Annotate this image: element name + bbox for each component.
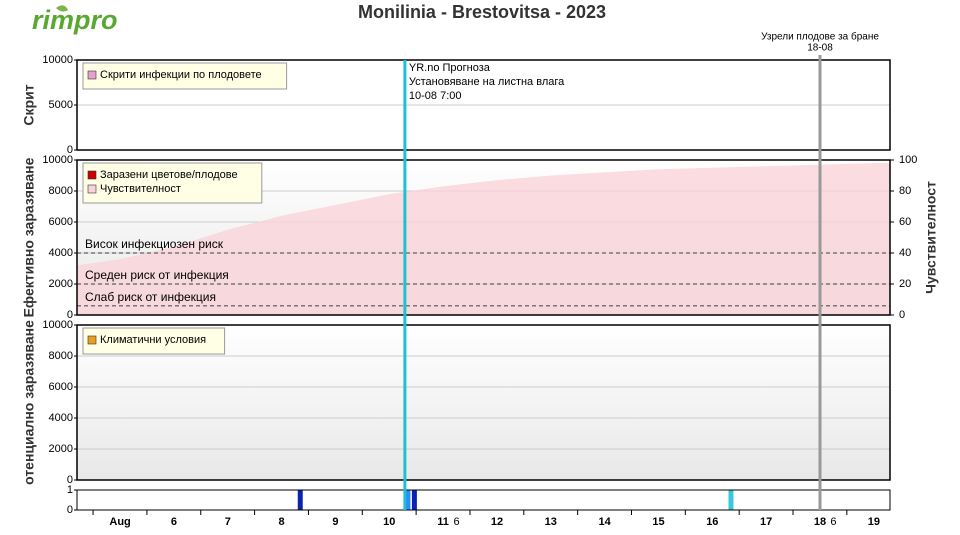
y2-tick-label: 20 (899, 278, 911, 290)
legend-swatch (87, 70, 97, 80)
y-tick-label: 0 (67, 144, 73, 156)
y2-axis-label: Чувствителност (923, 181, 939, 294)
x-tick-label: 15 (652, 516, 664, 528)
y-tick-label: 8000 (49, 185, 73, 197)
x-tick-label: 8 (279, 516, 285, 528)
y-tick-label: 4000 (49, 247, 73, 259)
legend-box (82, 62, 288, 90)
x-tick-label: 19 (868, 516, 880, 528)
y-tick-label: 2000 (49, 443, 73, 455)
y-tick-label: 6000 (49, 381, 73, 393)
legend-swatch (87, 184, 97, 194)
y-tick-label: 0 (67, 474, 73, 486)
logo: rimpro (32, 5, 118, 35)
legend-swatch (87, 335, 97, 345)
x-minor-label: 6 (454, 516, 460, 528)
y-tick-label: 0 (67, 309, 73, 321)
bar (297, 490, 303, 510)
y-tick-label: 0 (67, 504, 73, 516)
x-tick-label: 14 (599, 516, 612, 528)
y2-tick-label: 80 (899, 185, 911, 197)
y-tick-label: 5000 (49, 99, 73, 111)
y-tick-label: 10000 (42, 319, 73, 331)
y-axis-label: Ефективно заразяване (21, 157, 37, 317)
bar (405, 490, 411, 510)
y2-tick-label: 40 (899, 247, 911, 259)
x-tick-label: 10 (383, 516, 395, 528)
y2-tick-label: 0 (899, 309, 905, 321)
y-axis-label: Скрит (21, 84, 37, 125)
legend-label: Заразени цветове/плодове (100, 169, 238, 181)
x-tick-label: 13 (545, 516, 557, 528)
risk-label: Слаб риск от инфекция (85, 290, 216, 304)
y-tick-label: 2000 (49, 278, 73, 290)
y2-tick-label: 100 (899, 154, 917, 166)
y-axis-label: отенциално заразяване (21, 320, 37, 485)
x-tick-label: 9 (332, 516, 338, 528)
x-tick-label: 12 (491, 516, 503, 528)
y-tick-label: 8000 (49, 350, 73, 362)
bar (728, 490, 734, 510)
logo-leaf (56, 5, 68, 12)
marker-annotation: Установяване на листна влага (409, 76, 565, 88)
marker-annotation: 10-08 7:00 (409, 90, 462, 102)
panel-frame (76, 324, 891, 481)
x-minor-label: 6 (830, 516, 836, 528)
legend-swatch (87, 170, 97, 180)
legend-label: Климатични условия (100, 334, 206, 346)
marker-annotation: 18-08 (807, 43, 833, 54)
risk-label: Среден риск от инфекция (85, 268, 229, 282)
legend-box (82, 327, 226, 355)
y-tick-label: 4000 (49, 412, 73, 424)
y-tick-label: 10000 (42, 54, 73, 66)
x-tick-label: 18 (814, 516, 826, 528)
y-tick-label: 1 (67, 484, 73, 496)
x-tick-label: Aug (109, 516, 130, 528)
x-tick-label: 11 (437, 516, 449, 528)
panel-frame (76, 159, 891, 316)
y-tick-label: 6000 (49, 216, 73, 228)
bar (411, 490, 417, 510)
x-tick-label: 6 (171, 516, 177, 528)
sensitivity-area (77, 163, 890, 315)
chart-title: Monilinia - Brestovitsa - 2023 (358, 2, 606, 22)
marker-annotation: Узрели плодове за бране (761, 31, 879, 43)
marker-annotation: YR.no Прогноза (409, 62, 491, 74)
x-tick-label: 7 (225, 516, 231, 528)
panel-frame (76, 59, 891, 151)
legend-label: Скрити инфекции по плодовете (100, 69, 262, 81)
risk-label: Висок инфекциозен риск (85, 237, 224, 251)
panel-frame (76, 489, 891, 511)
legend-label: Чувствителност (100, 183, 181, 195)
y-tick-label: 10000 (42, 154, 73, 166)
x-tick-label: 16 (706, 516, 718, 528)
y2-tick-label: 60 (899, 216, 911, 228)
x-tick-label: 17 (760, 516, 772, 528)
legend-box (82, 162, 263, 204)
panel-background (77, 490, 890, 510)
